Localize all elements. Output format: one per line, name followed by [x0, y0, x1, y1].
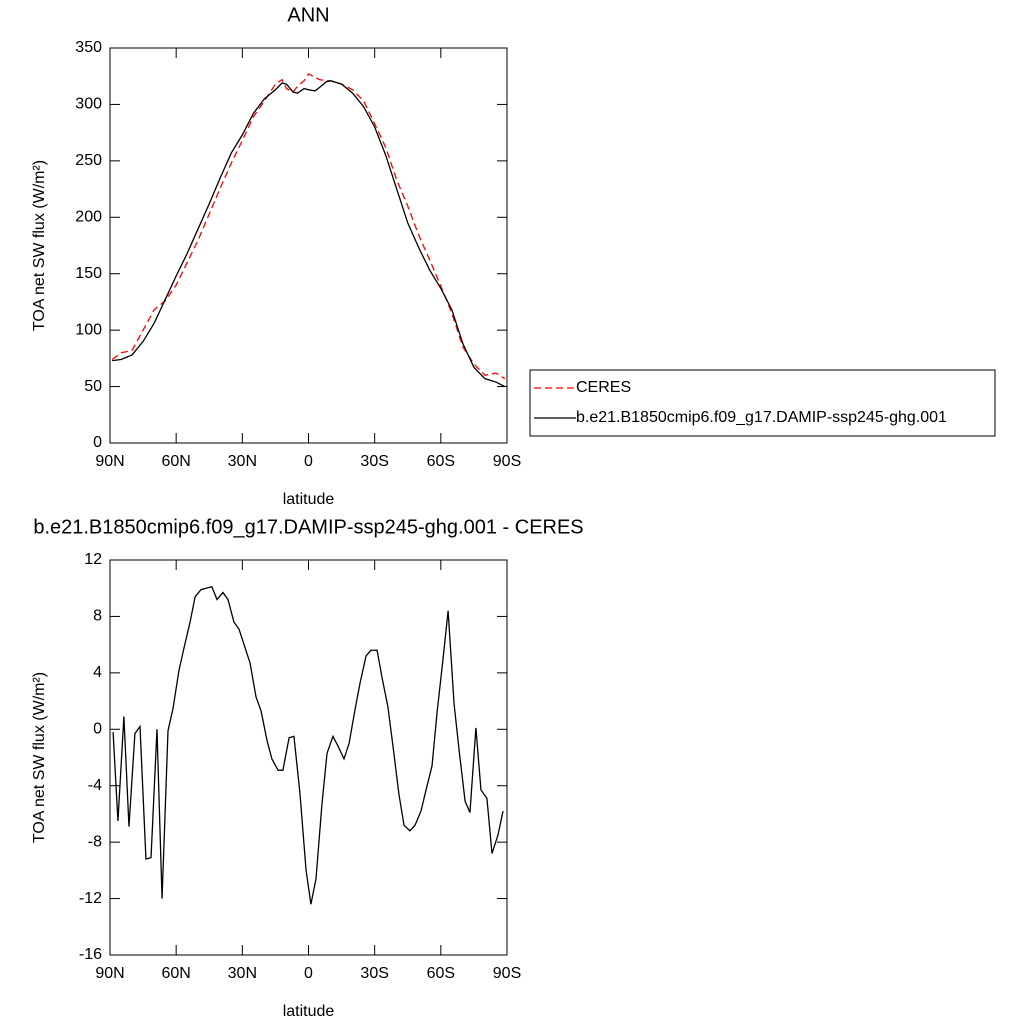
- y-tick-label: -16: [79, 946, 102, 963]
- y-axis-label: TOA net SW flux (W/m²): [31, 672, 48, 843]
- x-tick-label: 0: [304, 453, 313, 470]
- y-tick-label: 50: [84, 378, 102, 395]
- x-tick-label: 30S: [360, 453, 388, 470]
- data-line: [111, 73, 506, 380]
- y-tick-label: 12: [84, 551, 102, 568]
- y-tick-label: 150: [75, 265, 102, 282]
- data-line: [112, 586, 504, 905]
- x-tick-label: 90N: [95, 965, 124, 982]
- x-tick-label: 0: [304, 965, 313, 982]
- x-tick-label: 60S: [427, 965, 455, 982]
- x-tick-label: 30N: [228, 453, 257, 470]
- plot-frame: [109, 47, 508, 444]
- x-tick-label: 60N: [161, 453, 190, 470]
- y-tick-label: 350: [75, 39, 102, 56]
- y-tick-label: 0: [93, 434, 102, 451]
- x-tick-label: 30N: [228, 965, 257, 982]
- y-tick-label: -8: [88, 833, 102, 850]
- legend-label: CERES: [576, 379, 631, 396]
- y-tick-label: 4: [93, 664, 102, 681]
- x-tick-label: 90N: [95, 453, 124, 470]
- data-line: [112, 80, 506, 388]
- y-tick-label: 300: [75, 96, 102, 113]
- x-axis-label: latitude: [283, 491, 335, 508]
- y-tick-label: 100: [75, 321, 102, 338]
- chart-title: b.e21.B1850cmip6.f09_g17.DAMIP-ssp245-gh…: [33, 516, 583, 538]
- y-tick-label: -12: [79, 890, 102, 907]
- x-tick-label: 60N: [161, 965, 190, 982]
- y-tick-label: 250: [75, 152, 102, 169]
- y-tick-label: -4: [88, 777, 102, 794]
- x-tick-label: 90S: [493, 965, 521, 982]
- y-axis-label: TOA net SW flux (W/m²): [31, 160, 48, 331]
- x-tick-label: 60S: [427, 453, 455, 470]
- legend-box: [529, 369, 996, 437]
- legend-label: b.e21.B1850cmip6.f09_g17.DAMIP-ssp245-gh…: [576, 409, 947, 426]
- x-tick-label: 30S: [360, 965, 388, 982]
- y-tick-label: 8: [93, 608, 102, 625]
- y-tick-label: 0: [93, 721, 102, 738]
- x-axis-label: latitude: [283, 1003, 335, 1020]
- y-tick-label: 200: [75, 209, 102, 226]
- chart-title: ANN: [287, 4, 329, 26]
- x-tick-label: 90S: [493, 453, 521, 470]
